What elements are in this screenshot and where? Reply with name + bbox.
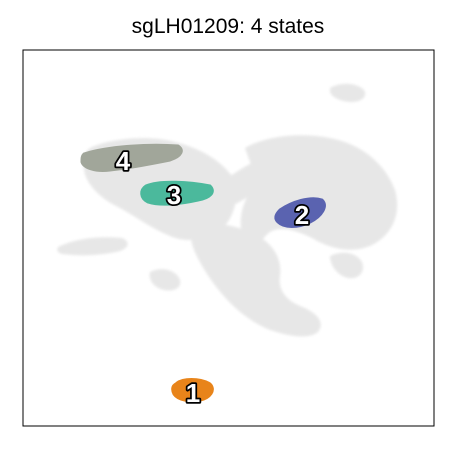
- state-clusters: [80, 143, 326, 403]
- background-cluster-left-spur: [57, 237, 128, 256]
- state-cluster-3: [140, 180, 214, 206]
- background-cluster-bottom-fragment: [149, 269, 181, 291]
- state-label-4: 4: [116, 146, 131, 176]
- state-label-3: 3: [167, 180, 181, 210]
- state-label-1: 1: [186, 378, 200, 408]
- background-cluster-lower: [191, 224, 321, 337]
- state-cluster-4: [80, 143, 183, 172]
- background-cluster-right-spur: [330, 252, 364, 279]
- state-cluster-2: [274, 197, 326, 228]
- state-labels: 4 3 2 1: [114, 144, 311, 410]
- chart-title: sgLH01209: 4 states: [132, 15, 325, 38]
- state-cluster-1: [171, 378, 214, 403]
- background-cluster-top-small: [330, 83, 366, 102]
- state-label-2: 2: [295, 200, 309, 230]
